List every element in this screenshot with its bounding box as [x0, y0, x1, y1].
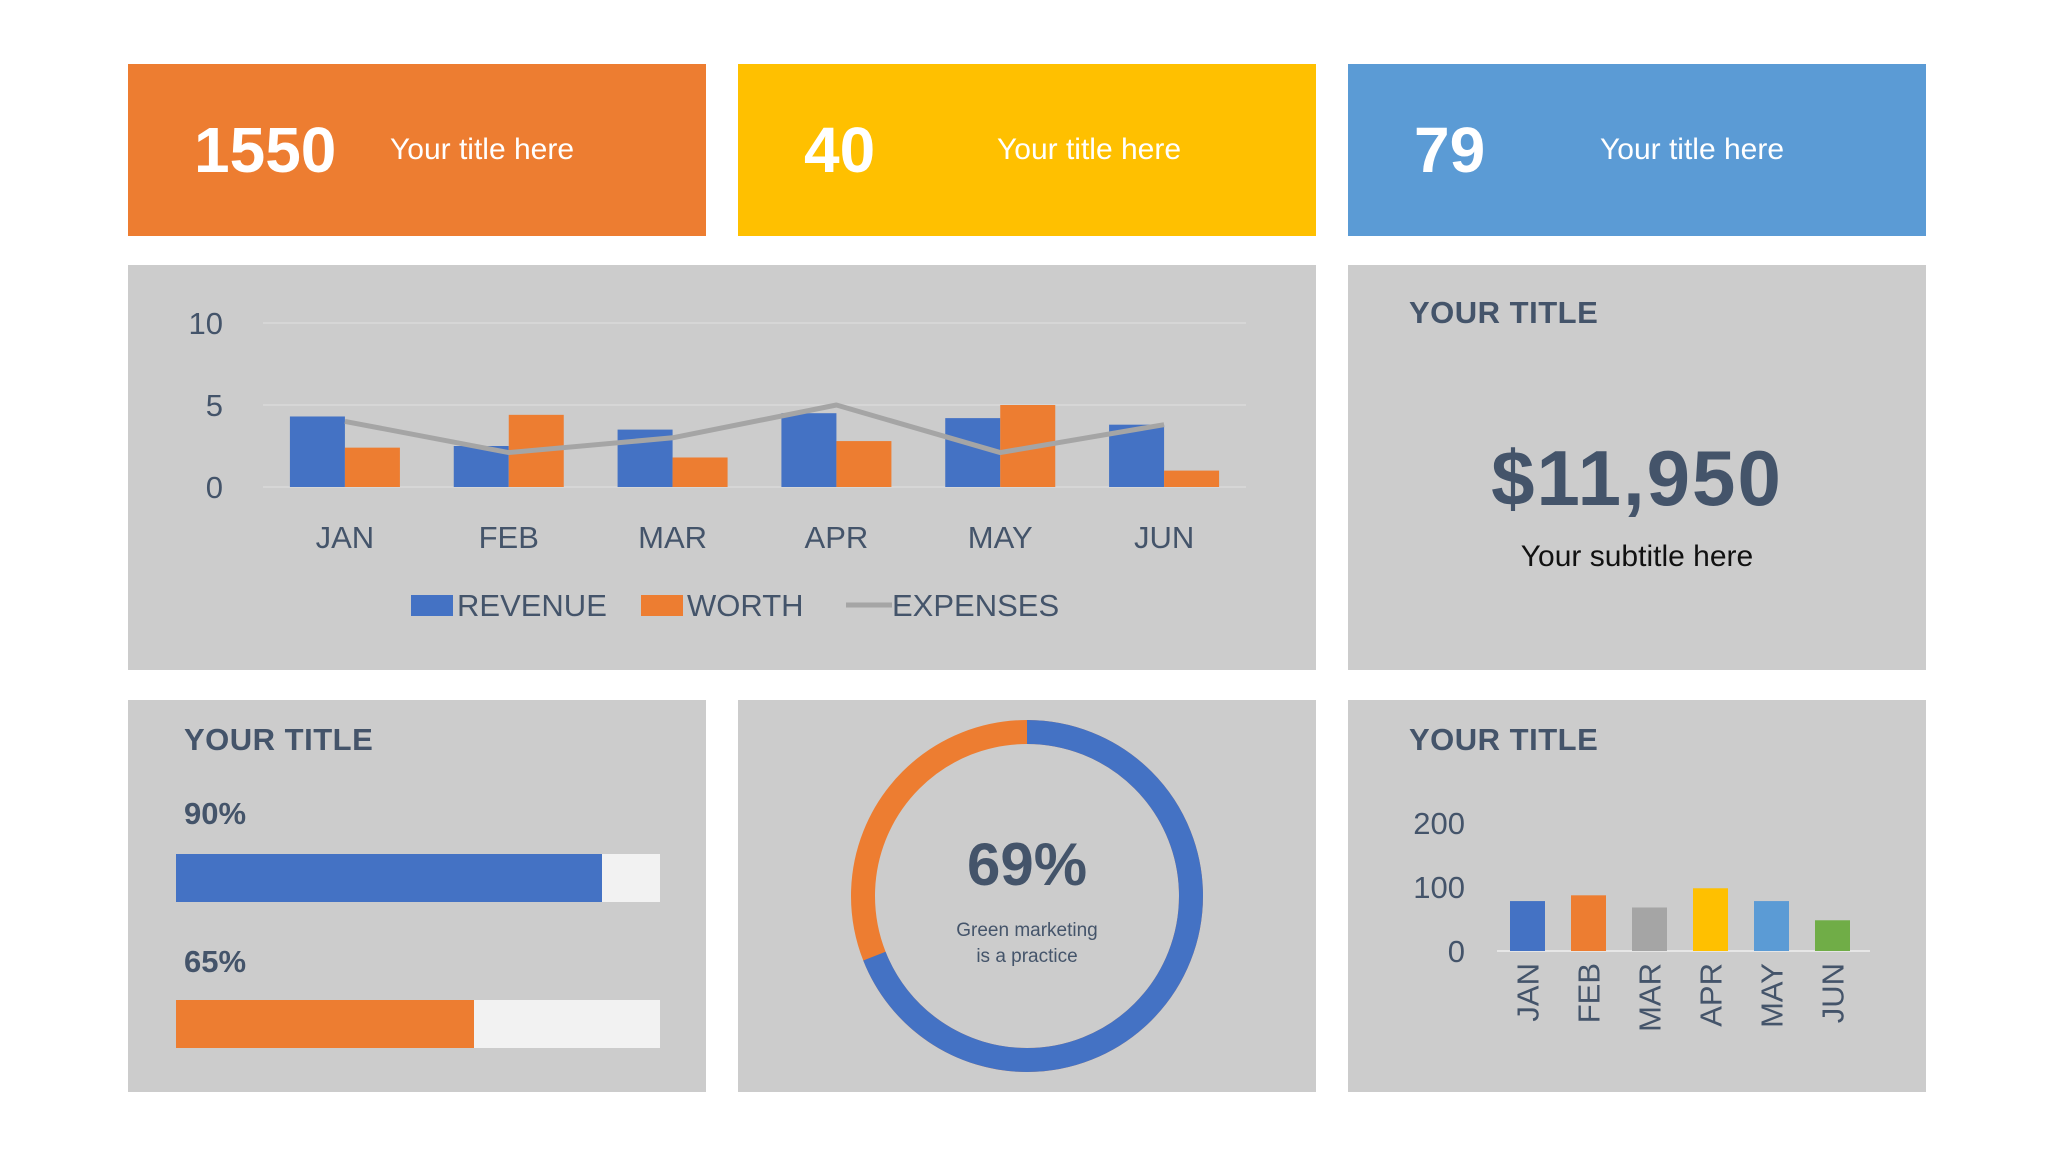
bar-worth-apr: [836, 441, 892, 487]
bar-revenue-jun: [1109, 424, 1165, 487]
legend-swatch-worth: [641, 595, 683, 616]
donut-caption-1: Green marketing: [956, 920, 1098, 941]
x-tick-label: APR: [1694, 963, 1729, 1027]
total-panel: YOUR TITLE $11,950 Your subtitle here: [1348, 265, 1926, 670]
y-tick-label: 200: [1413, 806, 1465, 841]
progress-track-1: [176, 854, 660, 902]
panel-title: YOUR TITLE: [184, 722, 374, 757]
progress-track-2: [176, 1000, 660, 1048]
legend-label-expenses: EXPENSES: [892, 588, 1059, 623]
bar-revenue-jan: [289, 416, 345, 487]
bar-feb: [1571, 895, 1606, 951]
legend-swatch-revenue: [411, 595, 453, 616]
x-tick-label: MAY: [968, 520, 1033, 555]
bar-jun: [1815, 920, 1850, 951]
bar-apr: [1693, 888, 1728, 951]
bar-revenue-may: [945, 418, 1001, 487]
progress-label-2: 65%: [184, 944, 247, 979]
bar-worth-mar: [672, 457, 728, 487]
progress-fill-1: [176, 854, 602, 902]
combo-chart-panel: 0 5 10 JAN FEB MAR APR MAY JUN REVENUE WORTH EXPENS…: [128, 265, 1316, 670]
bar-mar: [1632, 907, 1667, 951]
line-expenses: [344, 402, 1165, 456]
legend-label-worth: WORTH: [687, 588, 804, 623]
kpi-value: 40: [804, 114, 876, 186]
donut-blue-segment: [851, 720, 1203, 1072]
donut-panel: 69% Green marketing is a practice: [738, 700, 1316, 1092]
donut-percent: 69%: [967, 831, 1087, 898]
bar-may: [1754, 901, 1789, 951]
progress-fill-2: [176, 1000, 474, 1048]
kpi-title: Your title here: [997, 133, 1182, 166]
x-tick-label: JAN: [316, 520, 375, 555]
progress-panel: YOUR TITLE 90% 65%: [128, 700, 706, 1092]
kpi-value: 79: [1414, 114, 1486, 186]
donut-chart: 69% Green marketing is a practice: [851, 720, 1203, 1072]
y-tick-label: 10: [189, 306, 223, 341]
bar-worth-jan: [344, 447, 400, 487]
bar-revenue-apr: [781, 413, 837, 487]
total-subtitle: Your subtitle here: [1520, 540, 1754, 573]
y-tick-label: 0: [206, 470, 223, 505]
legend-label-revenue: REVENUE: [457, 588, 607, 623]
kpi-title: Your title here: [1600, 133, 1785, 166]
x-tick-label: FEB: [479, 520, 539, 555]
y-tick-label: 0: [1448, 934, 1465, 969]
progress-label-1: 90%: [184, 796, 247, 831]
kpi-tile-2: 40 Your title here: [738, 64, 1316, 236]
kpi-tile-3: 79 Your title here: [1348, 64, 1926, 236]
x-tick-label: MAR: [1633, 963, 1668, 1032]
panel-title: YOUR TITLE: [1409, 295, 1599, 330]
x-tick-label: APR: [805, 520, 869, 555]
bar-jan: [1510, 901, 1545, 951]
y-tick-label: 100: [1413, 870, 1465, 905]
total-amount: $11,950: [1491, 434, 1783, 522]
kpi-value: 1550: [194, 114, 337, 186]
bar-worth-jun: [1164, 470, 1220, 487]
kpi-title: Your title here: [390, 133, 575, 166]
small-bar-chart: 0 100 200 JAN FEB MAR APR MAY JUN: [1413, 806, 1870, 1032]
x-tick-label: JUN: [1134, 520, 1194, 555]
kpi-tile-1: 1550 Your title here: [128, 64, 706, 236]
y-tick-label: 5: [206, 388, 223, 423]
combo-chart: 0 5 10 JAN FEB MAR APR MAY JUN REVENUE WORTH EXPENS…: [189, 306, 1246, 623]
x-tick-label: MAY: [1755, 963, 1790, 1028]
x-tick-label: FEB: [1572, 963, 1607, 1023]
panel-title: YOUR TITLE: [1409, 722, 1599, 757]
donut-caption-2: is a practice: [976, 946, 1077, 967]
x-tick-label: MAR: [638, 520, 707, 555]
small-bar-panel: YOUR TITLE 0 100 200 JAN FEB MAR APR MAY JUN: [1348, 700, 1926, 1092]
x-tick-label: JAN: [1511, 963, 1546, 1022]
x-tick-label: JUN: [1816, 963, 1851, 1023]
